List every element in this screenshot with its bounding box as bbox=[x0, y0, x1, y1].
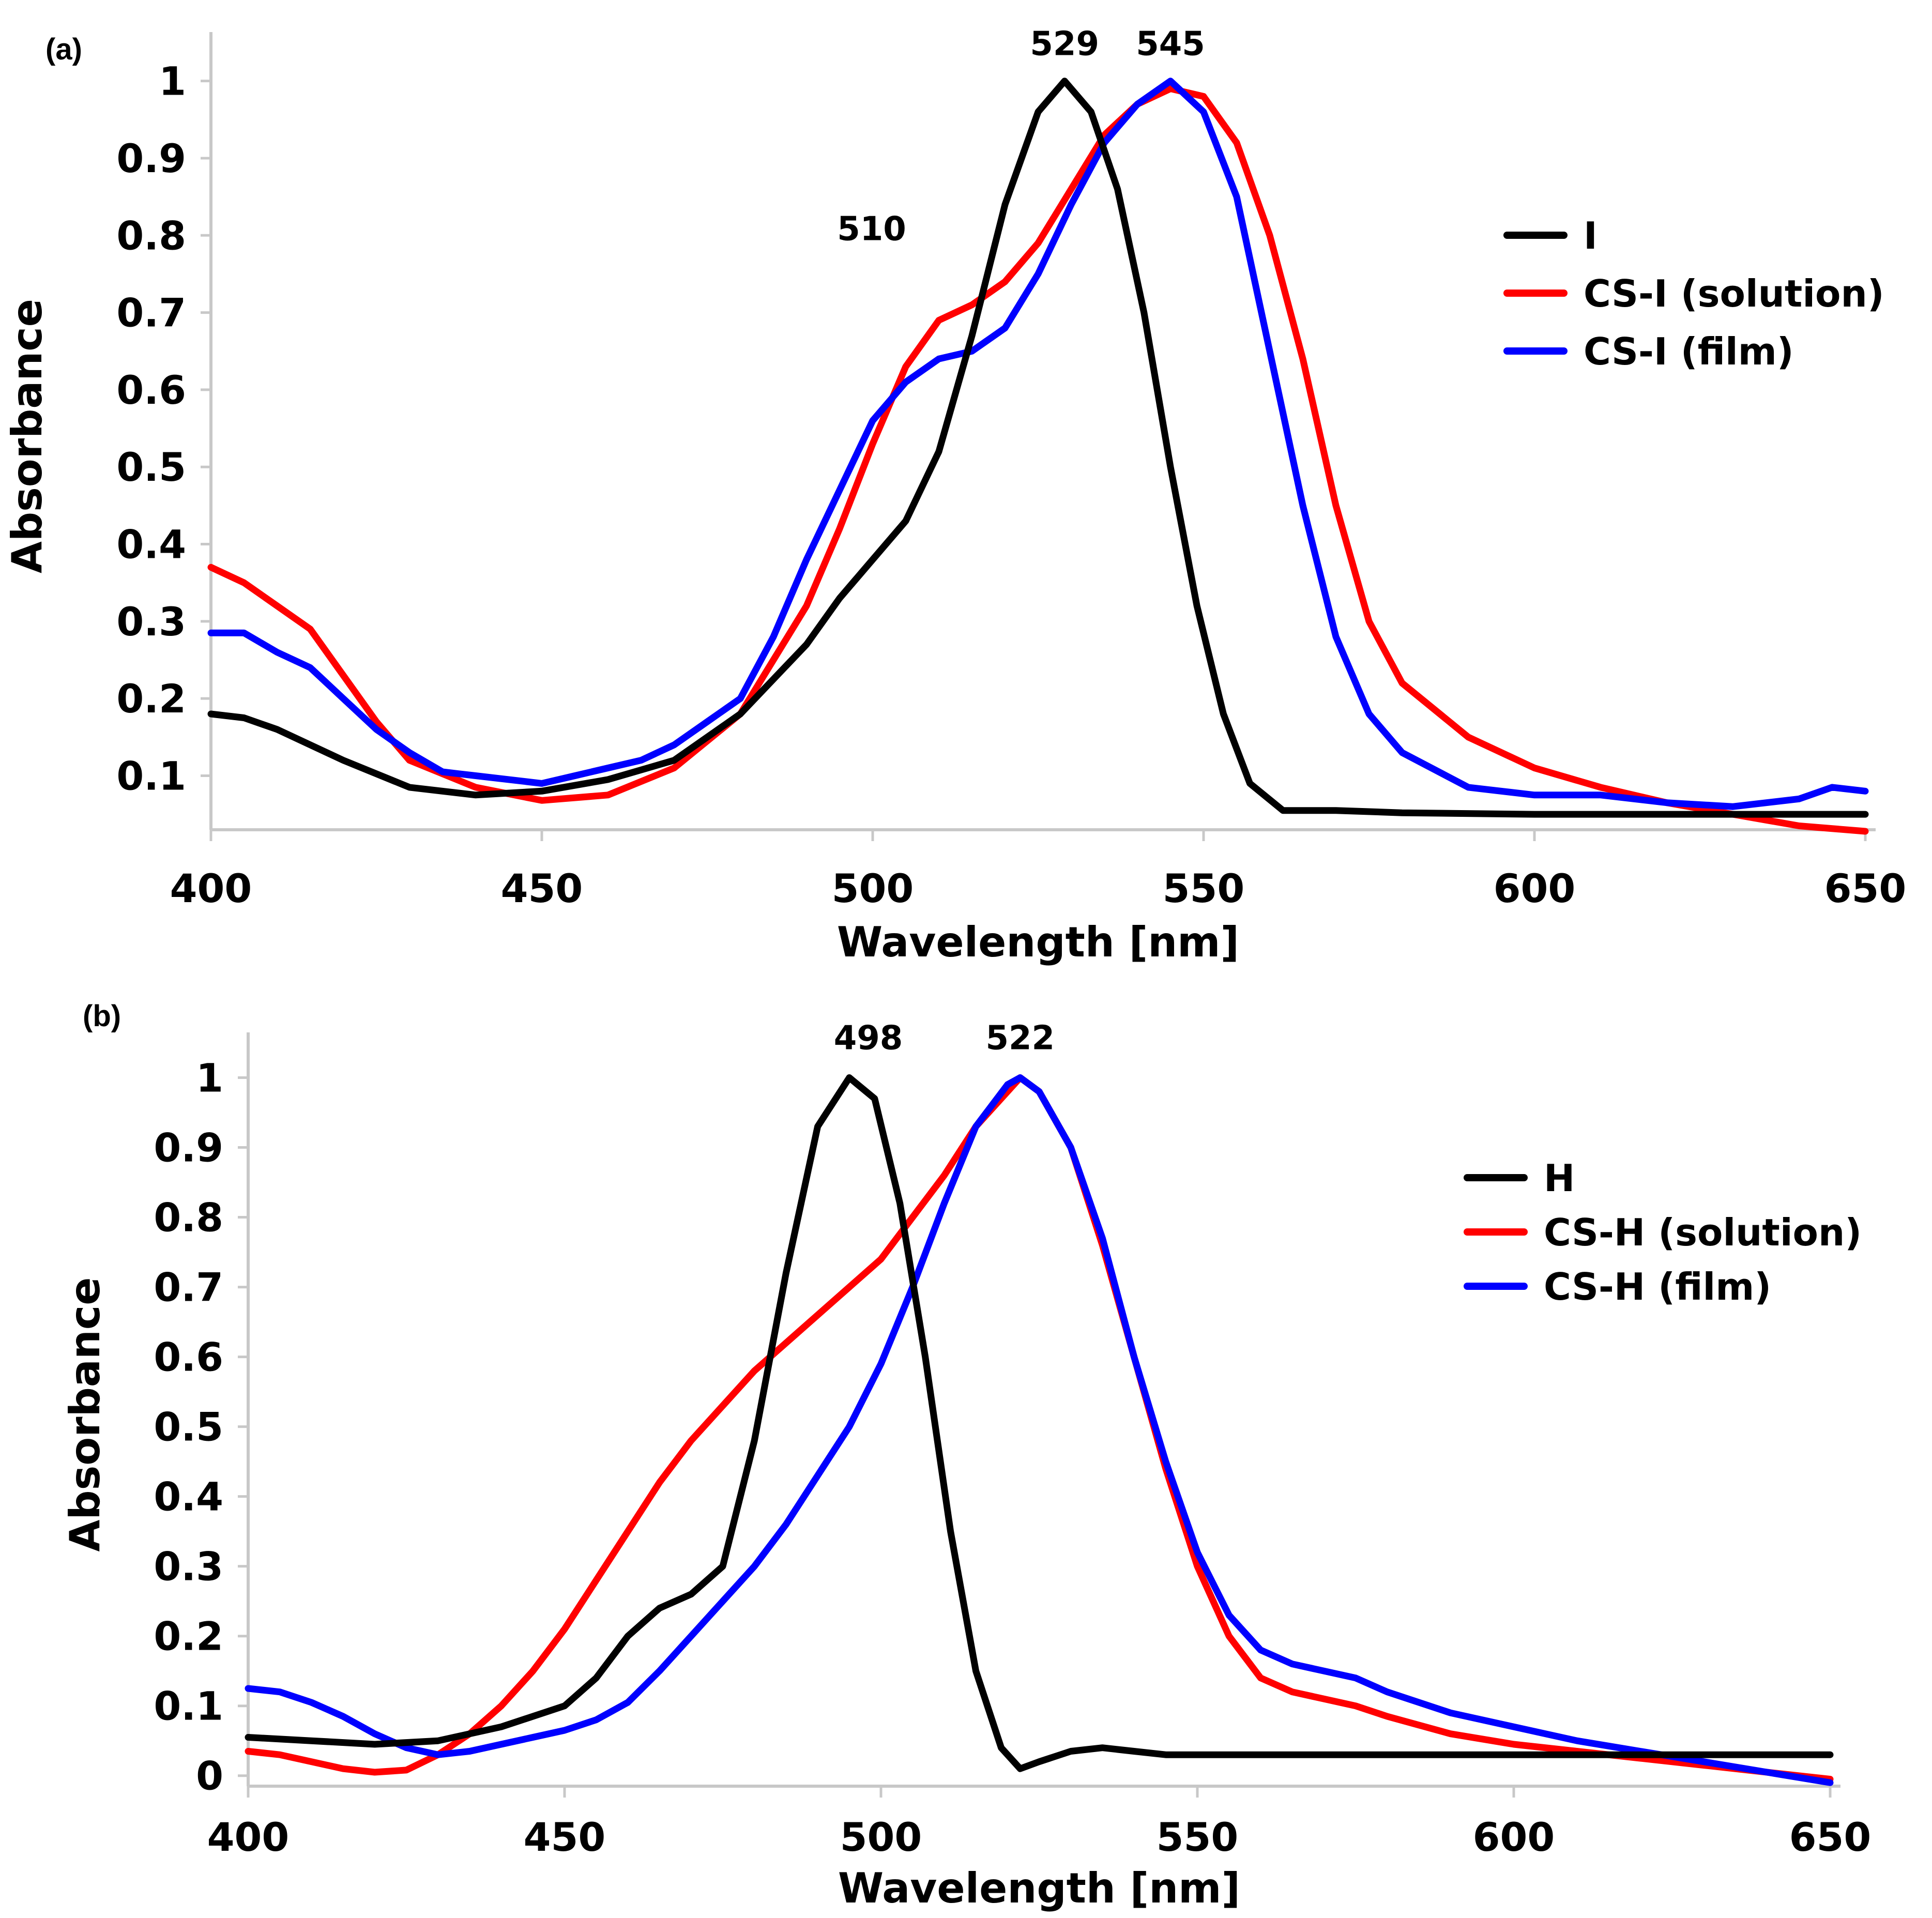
legend-label: I bbox=[1584, 214, 1598, 257]
peak-annotation: 522 bbox=[985, 1019, 1055, 1058]
legend-label: CS-I (film) bbox=[1584, 330, 1794, 373]
x-tick-label: 450 bbox=[524, 1814, 606, 1860]
x-tick-label: 450 bbox=[501, 865, 583, 911]
chart-panel-b: (b) 400 450 500 550 600 650 0 0.1 0.2 0.3 0.4 0.5 0.6… bbox=[61, 999, 1871, 1912]
chart-panel-a: (a) 400 450 500 550 600 650 0.1 0.2 0.3 0.4 0.5 0.6 0… bbox=[3, 25, 1906, 966]
series-line-cs-i-film bbox=[207, 78, 1869, 810]
series-line-cs-i-solution bbox=[207, 85, 1869, 835]
x-tick-label: 400 bbox=[170, 865, 252, 911]
x-tick-label: 500 bbox=[840, 1814, 922, 1860]
y-tick-label: 0 bbox=[196, 1753, 223, 1799]
y-tick-label: 0.6 bbox=[154, 1334, 223, 1380]
y-tick-label: 0.9 bbox=[116, 135, 186, 181]
x-tick-label: 500 bbox=[832, 865, 914, 911]
series-line-cs-h-film bbox=[245, 1074, 1834, 1786]
y-tick-label: 0.2 bbox=[116, 676, 186, 722]
x-tick-label: 400 bbox=[207, 1814, 290, 1860]
x-axis-title: Wavelength [nm] bbox=[837, 918, 1239, 966]
y-tick-label: 0.7 bbox=[116, 290, 186, 336]
x-tick-label: 600 bbox=[1473, 1814, 1555, 1860]
series-line-cs-h-solution bbox=[245, 1074, 1834, 1783]
y-axis-title: Absorbance bbox=[3, 299, 51, 573]
legend-label: CS-H (film) bbox=[1544, 1265, 1771, 1308]
y-tick-label: 0.2 bbox=[154, 1613, 223, 1660]
y-tick-label: 0.1 bbox=[116, 753, 186, 799]
x-tick-label: 600 bbox=[1494, 865, 1576, 911]
peak-annotation: 545 bbox=[1136, 25, 1205, 64]
y-tick-label: 0.6 bbox=[116, 367, 186, 413]
y-tick-label: 0.5 bbox=[116, 444, 186, 490]
x-tick-label: 650 bbox=[1824, 865, 1907, 911]
y-tick-label: 0.3 bbox=[154, 1544, 223, 1590]
x-axis-title: Wavelength [nm] bbox=[838, 1864, 1240, 1912]
peak-annotation: 529 bbox=[1030, 25, 1099, 64]
peak-annotation: 498 bbox=[834, 1019, 903, 1058]
peak-annotation: 510 bbox=[837, 210, 906, 249]
x-tick-label: 550 bbox=[1163, 865, 1245, 911]
x-tick-label: 550 bbox=[1157, 1814, 1239, 1860]
legend-label: CS-H (solution) bbox=[1544, 1211, 1862, 1254]
y-tick-label: 0.8 bbox=[154, 1195, 223, 1241]
legend-label: H bbox=[1544, 1156, 1575, 1200]
panel-label: (b) bbox=[83, 999, 121, 1033]
y-tick-label: 1 bbox=[159, 58, 186, 104]
y-tick-label: 0.9 bbox=[154, 1125, 223, 1171]
y-tick-label: 0.3 bbox=[116, 599, 186, 645]
panel-label: (a) bbox=[45, 33, 82, 66]
y-tick-label: 0.4 bbox=[154, 1474, 223, 1520]
series-line-h bbox=[245, 1074, 1834, 1772]
x-tick-label: 650 bbox=[1789, 1814, 1872, 1860]
y-tick-label: 0.1 bbox=[154, 1683, 223, 1729]
legend-label: CS-I (solution) bbox=[1584, 272, 1884, 315]
y-axis-title: Absorbance bbox=[61, 1277, 109, 1551]
y-tick-label: 0.5 bbox=[154, 1404, 223, 1450]
y-tick-label: 0.8 bbox=[116, 212, 186, 258]
series-line-i bbox=[207, 78, 1869, 818]
y-tick-label: 0.7 bbox=[154, 1265, 223, 1311]
y-tick-label: 0.4 bbox=[116, 522, 186, 568]
y-tick-label: 1 bbox=[196, 1055, 223, 1101]
